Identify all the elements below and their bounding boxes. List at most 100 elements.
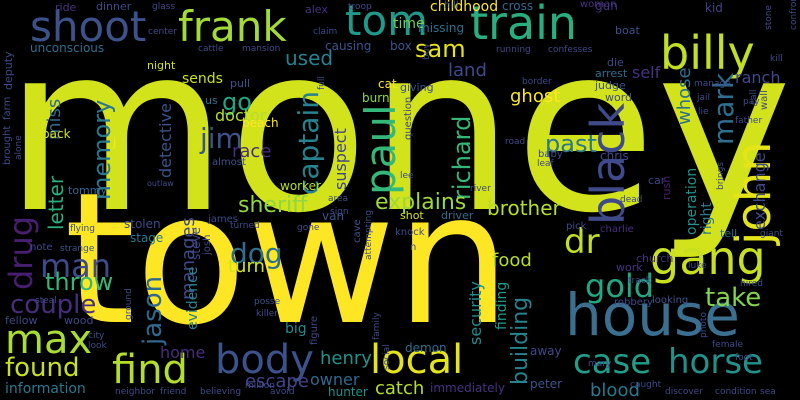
word: judge [595, 79, 626, 92]
word: escape [245, 371, 309, 392]
word: gone [297, 223, 320, 233]
word: dead [620, 195, 643, 205]
word: josh [202, 234, 213, 255]
word: house [565, 281, 740, 349]
word: avoid [270, 387, 295, 397]
word: burn [362, 91, 390, 105]
word: almost [212, 157, 246, 168]
word: rush [660, 175, 673, 200]
word: claim [313, 27, 338, 37]
word: pick [566, 221, 587, 232]
word: discover [665, 387, 703, 397]
word: sea [760, 387, 776, 397]
word: home [160, 343, 206, 362]
word: million [245, 381, 275, 391]
word: back [42, 127, 71, 141]
word: couple [10, 290, 97, 320]
word: posse [254, 297, 281, 307]
word: neighbor [115, 387, 156, 397]
word: center [148, 27, 177, 37]
word: note [30, 242, 53, 253]
word: baby [538, 149, 563, 160]
word: lee [400, 171, 414, 181]
word: go [222, 88, 252, 116]
word: charlie [600, 224, 634, 235]
word: tell [720, 227, 738, 240]
word: night [147, 59, 176, 72]
word: lie [698, 107, 709, 117]
word: confesses [548, 45, 593, 55]
word: turned [230, 221, 260, 231]
word: robbery [614, 297, 653, 308]
word: whose [674, 67, 695, 125]
word: kill [770, 54, 783, 64]
word: black [581, 102, 635, 225]
word: track [628, 276, 651, 286]
word: photo [699, 312, 709, 338]
word: city [88, 331, 105, 341]
word: town [64, 153, 511, 365]
word: sheriff [238, 193, 308, 218]
word: condition [715, 387, 757, 397]
word: social [382, 344, 392, 370]
word: father [735, 116, 763, 126]
word: us [205, 94, 218, 107]
word: jason [138, 275, 168, 345]
word: fellow [5, 314, 38, 327]
word: chris [600, 149, 629, 163]
word: figure [309, 315, 320, 345]
word: alex [305, 3, 328, 16]
word: blood [590, 380, 640, 400]
word: attempting [364, 209, 374, 260]
word: gang [650, 231, 766, 285]
word: dinner [96, 0, 132, 13]
word: worker [280, 179, 321, 193]
word: henry [320, 348, 372, 369]
word: doctor [215, 106, 267, 125]
word: self [632, 63, 661, 82]
word: catch [375, 378, 425, 399]
word: demon [405, 341, 447, 355]
word: dr [564, 222, 600, 262]
word: billy [660, 26, 755, 80]
word: big [285, 321, 307, 337]
word: confront [789, 0, 799, 30]
word: information [5, 381, 86, 397]
word: away [530, 344, 562, 358]
word: letter [44, 175, 68, 230]
word: leaf [537, 159, 554, 169]
word: land [448, 60, 487, 81]
word: cross [502, 0, 534, 13]
word: n [410, 242, 417, 253]
word: find [112, 347, 188, 393]
word: food [492, 250, 532, 271]
word: manage [694, 79, 731, 89]
word: luke [688, 261, 707, 271]
word: caught [630, 380, 662, 390]
word: operation [684, 167, 700, 235]
word: causing [325, 39, 372, 53]
word: james [208, 214, 239, 225]
word: arrest [595, 67, 628, 80]
word: unconscious [30, 41, 105, 55]
word: giant [760, 229, 783, 239]
word: buy [422, 43, 432, 60]
word: glass [152, 2, 176, 12]
word: woman [580, 0, 617, 10]
word: shot [400, 209, 424, 222]
word: man [40, 247, 112, 285]
word: sign [330, 207, 349, 217]
word: female [712, 340, 744, 350]
word: look [88, 341, 107, 351]
word: giving [400, 81, 434, 94]
word: pay [743, 97, 760, 107]
word: finding [494, 281, 510, 330]
word: owner [310, 370, 360, 389]
word: jail [697, 93, 711, 103]
word: hired [740, 279, 763, 289]
word: stolen [124, 217, 161, 231]
word: ground [124, 288, 134, 320]
word: horse [668, 342, 763, 382]
word: ride [55, 1, 77, 14]
